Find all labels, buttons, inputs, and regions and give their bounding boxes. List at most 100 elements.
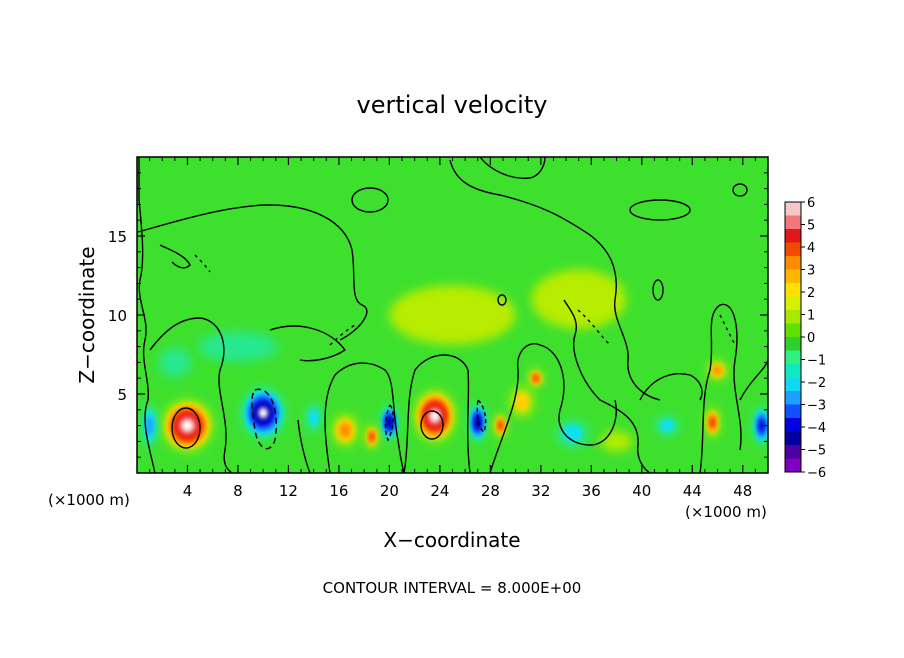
heatmap-feature [332, 414, 358, 447]
colorbar-swatch [785, 458, 801, 473]
heatmap-feature [365, 424, 379, 449]
contour-line [577, 309, 611, 346]
x-tick-label: 12 [279, 482, 298, 500]
contour-line [138, 157, 156, 473]
contour-line [629, 199, 691, 221]
colorbar-tick-label: 5 [807, 219, 815, 234]
heatmap-cell [562, 424, 583, 443]
heatmap-cell [600, 431, 633, 452]
heatmap-feature [241, 387, 286, 439]
heatmap-feature [198, 331, 278, 362]
colorbar-tick-label: −2 [807, 376, 826, 391]
heatmap-feature [141, 403, 158, 448]
heatmap-cell [159, 347, 191, 378]
colorbar-swatch [785, 269, 801, 284]
colorbar-tick-label: 2 [807, 286, 815, 301]
chart-title: vertical velocity [357, 91, 548, 119]
y-axis-label: Z−coordinate [75, 246, 99, 383]
contour-line [297, 419, 311, 473]
heatmap-feature [600, 431, 633, 452]
colorbar: 6 5 4 3 2 1 0 −1 −2 −3 −4 −5 −6 [784, 196, 826, 481]
x-tick-label: 24 [430, 482, 449, 500]
x-unit-right: (×1000 m) [685, 503, 767, 521]
contour-line [149, 317, 233, 473]
colorbar-tick-label: 6 [807, 196, 815, 211]
heatmap-cell [659, 419, 675, 432]
contour-line [269, 325, 347, 362]
contour-interval-label: CONTOUR INTERVAL = 8.000E+00 [323, 579, 582, 597]
colorbar-tick-label: 3 [807, 264, 815, 279]
heatmap-cell [533, 375, 539, 382]
contour-line [251, 388, 277, 450]
contour-line [194, 254, 211, 273]
colorbar-swatch [785, 350, 801, 365]
colorbar-swatch [785, 364, 801, 378]
y-tick-label: 5 [117, 386, 127, 404]
x-tick-label: 28 [481, 482, 500, 500]
contour-line [324, 362, 405, 473]
contour-line [497, 294, 507, 306]
colorbar-swatch [785, 323, 801, 338]
x-tick-label: 4 [183, 482, 193, 500]
contour-line [420, 410, 444, 440]
heatmap-cell [369, 432, 374, 441]
heatmap-cell [389, 285, 516, 345]
contour-line [159, 244, 191, 269]
contour-line [329, 324, 356, 346]
colorbar-swatch [785, 431, 801, 446]
heatmap-cell [759, 419, 765, 432]
contour-line [639, 373, 703, 401]
heatmap-cell [531, 269, 627, 329]
heatmap-cell [146, 415, 154, 436]
x-unit-left: (×1000 m) [48, 491, 130, 509]
colorbar-swatch [785, 418, 801, 432]
x-tick-label: 20 [380, 482, 399, 500]
heatmap-cell [198, 331, 278, 362]
heatmap-feature [305, 402, 322, 433]
heatmap-feature [705, 407, 720, 438]
contour-line [699, 303, 742, 473]
colorbar-swatch [785, 404, 801, 419]
colorbar-swatch [785, 256, 801, 270]
colorbar-swatch [785, 337, 801, 351]
colorbar-tick-label: 0 [807, 331, 815, 346]
colorbar-swatch [785, 215, 801, 230]
colorbar-tick-label: −6 [807, 466, 826, 481]
heatmap-cell [308, 408, 319, 427]
x-tick-label: 44 [683, 482, 702, 500]
heatmap-cell [258, 407, 268, 419]
contour-lines [137, 157, 768, 473]
colorbar-swatch [785, 229, 801, 243]
heatmap-feature [655, 415, 679, 436]
heatmap-feature [414, 390, 456, 442]
colorbar-swatch [785, 445, 801, 459]
x-axis: 4 8 12 16 20 24 28 32 36 40 44 48 [149, 157, 756, 500]
heatmap-cell [430, 410, 440, 422]
contour-line [171, 407, 201, 449]
colorbar-swatch [785, 310, 801, 324]
contour-line [449, 159, 661, 401]
contour-line [384, 404, 394, 442]
colorbar-tick-label: −3 [807, 399, 826, 414]
contour-line [137, 204, 368, 341]
x-tick-label: 32 [531, 482, 550, 500]
colorbar-swatch [785, 377, 801, 392]
heatmap-feature [528, 369, 543, 388]
heatmap-feature [531, 269, 627, 329]
contour-line [479, 157, 546, 179]
heatmap-cell [713, 365, 722, 375]
x-tick-label: 40 [632, 482, 651, 500]
heatmap-cell [182, 420, 193, 432]
contour-line [719, 314, 736, 346]
x-tick-label: 36 [582, 482, 601, 500]
y-tick-label: 10 [108, 307, 127, 325]
plot-area [137, 157, 768, 473]
colorbar-swatch [785, 391, 801, 405]
contour-line [652, 279, 664, 301]
colorbar-swatch [785, 296, 801, 311]
colorbar-tick-label: −1 [807, 354, 826, 369]
heatmap-feature [494, 413, 507, 438]
colorbar-swatch [785, 202, 801, 216]
contour-line [489, 343, 617, 473]
contour-line [403, 354, 471, 473]
